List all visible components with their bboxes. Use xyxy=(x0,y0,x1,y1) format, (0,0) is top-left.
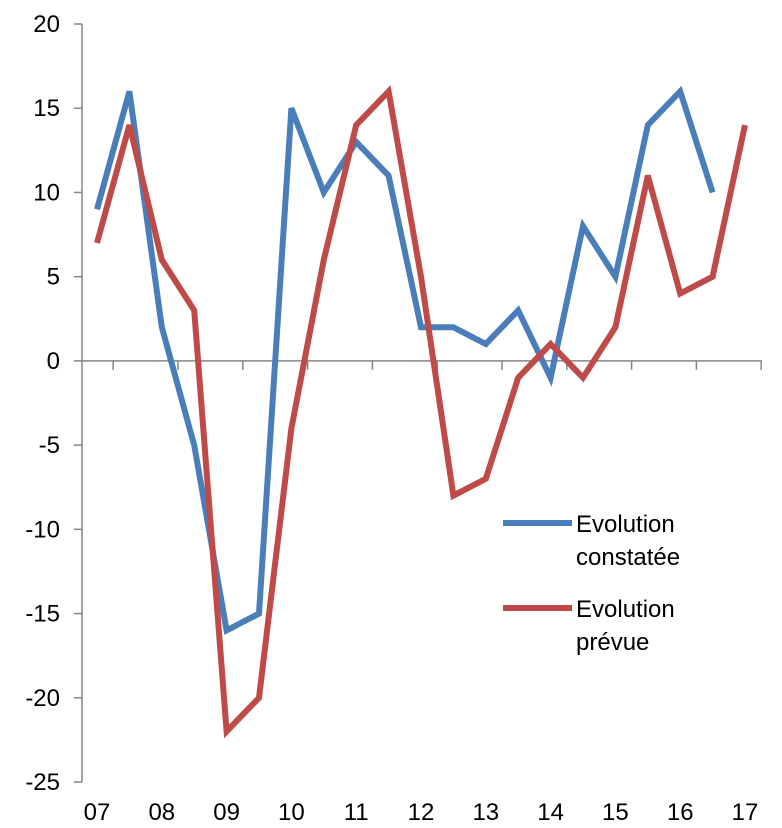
series-lines xyxy=(94,85,748,739)
x-tick-label: 13 xyxy=(472,799,499,826)
x-tick-label: 12 xyxy=(408,799,435,826)
x-tick-label: 10 xyxy=(278,799,305,826)
x-tick-label: 15 xyxy=(602,799,629,826)
legend-label: constatée xyxy=(576,544,680,571)
y-tick-label: 0 xyxy=(47,348,60,375)
y-tick-label: 10 xyxy=(33,179,60,206)
x-tick-label: 11 xyxy=(344,799,369,826)
y-tick-label: -10 xyxy=(25,516,60,543)
x-tick-label: 14 xyxy=(537,799,564,826)
x-tick-label: 08 xyxy=(148,799,175,826)
x-tick-label: 16 xyxy=(667,799,694,826)
y-tick-label: -25 xyxy=(25,769,60,796)
x-axis: 07 08 09 10 11 12 13 14 15 16 17 xyxy=(82,360,762,826)
series-line-evolution-prevue xyxy=(94,85,748,739)
legend-label: prévue xyxy=(576,629,649,656)
legend: Evolution constatée Evolution prévue xyxy=(503,511,680,656)
y-tick-label: 15 xyxy=(33,95,60,122)
legend-label: Evolution xyxy=(576,596,675,623)
y-tick-label: -20 xyxy=(25,685,60,712)
legend-label: Evolution xyxy=(576,511,675,538)
x-tick-label: 09 xyxy=(213,799,240,826)
x-tick-label: 17 xyxy=(732,799,759,826)
y-tick-label: 5 xyxy=(47,264,60,291)
series-line-evolution-constatee xyxy=(94,85,716,635)
y-tick-label: -15 xyxy=(25,601,60,628)
x-tick-label: 07 xyxy=(84,799,111,826)
y-axis: 20 15 10 5 0 -5 -10 -15 -20 -25 xyxy=(25,11,83,796)
y-tick-label: -5 xyxy=(39,432,60,459)
y-tick-label: 20 xyxy=(33,11,60,38)
